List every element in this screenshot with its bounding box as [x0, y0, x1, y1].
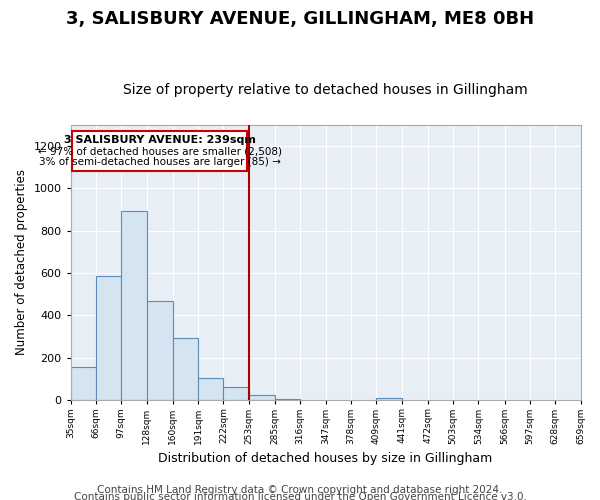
Text: Contains HM Land Registry data © Crown copyright and database right 2024.: Contains HM Land Registry data © Crown c… — [97, 485, 503, 495]
Text: Contains public sector information licensed under the Open Government Licence v3: Contains public sector information licen… — [74, 492, 526, 500]
Title: Size of property relative to detached houses in Gillingham: Size of property relative to detached ho… — [123, 83, 528, 97]
Bar — [223, 386, 249, 400]
Text: 3% of semi-detached houses are larger (85) →: 3% of semi-detached houses are larger (8… — [39, 158, 281, 168]
Bar — [96, 276, 121, 400]
Bar — [198, 378, 223, 400]
Text: ← 97% of detached houses are smaller (2,508): ← 97% of detached houses are smaller (2,… — [38, 146, 282, 156]
Text: 3 SALISBURY AVENUE: 239sqm: 3 SALISBURY AVENUE: 239sqm — [64, 135, 256, 145]
Bar — [376, 398, 403, 400]
X-axis label: Distribution of detached houses by size in Gillingham: Distribution of detached houses by size … — [158, 452, 493, 465]
Bar — [249, 395, 275, 400]
Bar — [173, 338, 198, 400]
Text: 3, SALISBURY AVENUE, GILLINGHAM, ME8 0BH: 3, SALISBURY AVENUE, GILLINGHAM, ME8 0BH — [66, 10, 534, 28]
Y-axis label: Number of detached properties: Number of detached properties — [15, 170, 28, 356]
Bar — [146, 300, 173, 400]
Bar — [275, 398, 300, 400]
Bar — [121, 211, 146, 400]
Bar — [71, 368, 96, 400]
FancyBboxPatch shape — [73, 131, 247, 171]
